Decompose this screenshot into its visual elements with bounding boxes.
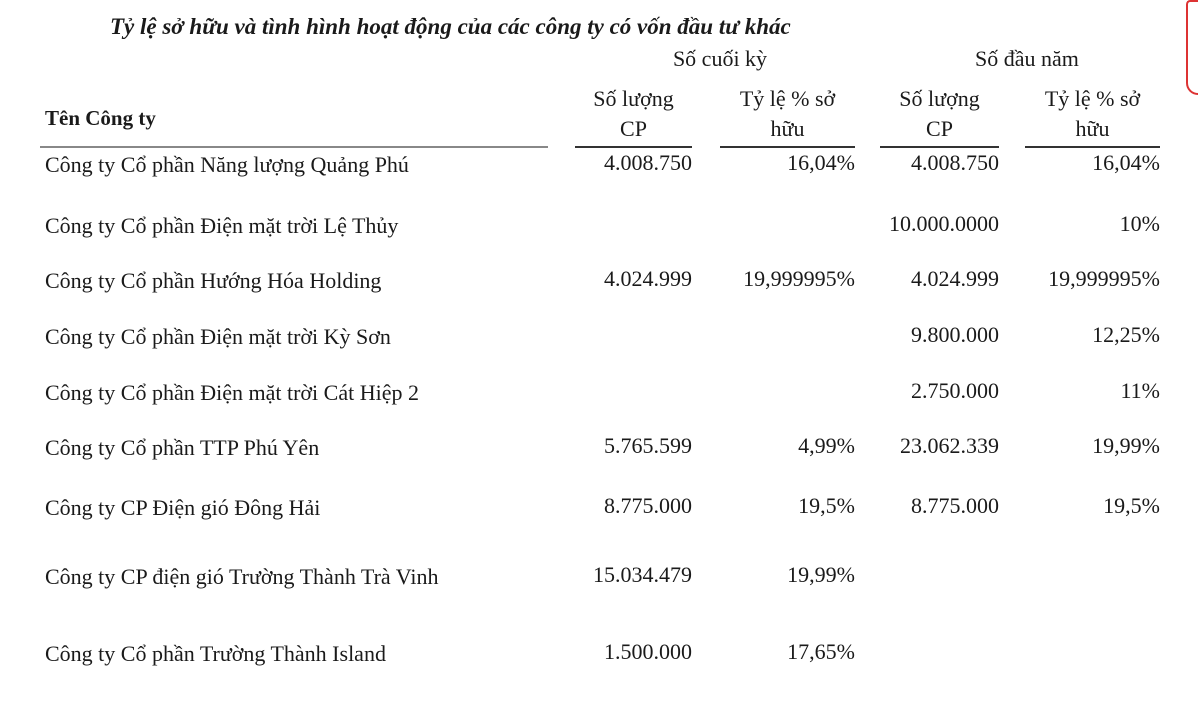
- header-text: CP: [620, 116, 647, 141]
- cell-end-pct: 17,65%: [787, 639, 855, 664]
- header-end-shares: Số lượng CP: [575, 84, 692, 144]
- header-start-pct: Tỷ lệ % sở hữu: [1025, 84, 1160, 144]
- cell-start-shares: 8.775.000: [911, 493, 999, 518]
- divider: [1025, 146, 1160, 148]
- cell-start-pct: 19,99%: [1092, 433, 1160, 458]
- cell-start-shares: 4.024.999: [911, 266, 999, 291]
- company-name: Công ty Cổ phần Điện mặt trời Cát Hiệp 2: [45, 380, 419, 405]
- group-start-year: Số đầu năm: [975, 46, 1079, 71]
- header-end-pct: Tỷ lệ % sở hữu: [720, 84, 855, 144]
- header-text: Số lượng: [593, 86, 674, 111]
- cell-start-shares: 23.062.339: [900, 433, 999, 458]
- cell-end-pct: 19,99%: [787, 562, 855, 587]
- group-end-period: Số cuối kỳ: [672, 46, 768, 71]
- header-text: hữu: [1075, 116, 1110, 141]
- header-text: Tỷ lệ % sở: [739, 86, 836, 111]
- cell-start-pct: 19,999995%: [1048, 266, 1160, 291]
- divider: [575, 146, 692, 148]
- company-name: Công ty Cổ phần TTP Phú Yên: [45, 435, 320, 460]
- company-name: Công ty Cổ phần Trường Thành Island: [45, 641, 386, 666]
- cell-end-pct: 19,5%: [798, 493, 855, 518]
- header-text: hữu: [770, 116, 805, 141]
- cell-start-pct: 19,5%: [1103, 493, 1160, 518]
- cell-end-shares: 15.034.479: [593, 562, 692, 587]
- cell-end-shares: 8.775.000: [604, 493, 692, 518]
- cell-end-pct: 16,04%: [787, 150, 855, 175]
- header-start-shares: Số lượng CP: [880, 84, 999, 144]
- cell-start-pct: 11%: [1120, 378, 1160, 403]
- company-name: Công ty Cổ phần Điện mặt trời Kỳ Sơn: [45, 324, 391, 349]
- header-text: Số lượng: [899, 86, 980, 111]
- cell-start-shares: 2.750.000: [911, 378, 999, 403]
- cell-start-pct: 16,04%: [1092, 150, 1160, 175]
- header-company: Tên Công ty: [45, 106, 156, 130]
- cell-end-shares: 4.024.999: [604, 266, 692, 291]
- cell-end-shares: 5.765.599: [604, 433, 692, 458]
- company-name: Công ty Cổ phần Điện mặt trời Lệ Thủy: [45, 213, 399, 238]
- red-stamp: [1186, 0, 1198, 95]
- cell-start-pct: 10%: [1119, 211, 1160, 236]
- divider: [40, 146, 548, 148]
- page-title: Tỷ lệ sở hữu và tình hình hoạt động của …: [110, 14, 791, 39]
- cell-start-pct: 12,25%: [1092, 322, 1160, 347]
- cell-end-pct: 19,999995%: [743, 266, 855, 291]
- cell-end-shares: 1.500.000: [604, 639, 692, 664]
- header-text: CP: [926, 116, 953, 141]
- company-name: Công ty Cổ phần Năng lượng Quảng Phú: [45, 152, 409, 177]
- divider: [720, 146, 855, 148]
- header-text: Tỷ lệ % sở: [1044, 86, 1141, 111]
- company-name: Công ty Cổ phần Hướng Hóa Holding: [45, 268, 382, 293]
- company-name: Công ty CP điện gió Trường Thành Trà Vin…: [45, 564, 439, 589]
- cell-end-shares: 4.008.750: [604, 150, 692, 175]
- cell-end-pct: 4,99%: [798, 433, 855, 458]
- divider: [880, 146, 999, 148]
- company-name: Công ty CP Điện gió Đông Hải: [45, 495, 321, 520]
- cell-start-shares: 10.000.0000: [889, 211, 999, 236]
- cell-start-shares: 4.008.750: [911, 150, 999, 175]
- cell-start-shares: 9.800.000: [911, 322, 999, 347]
